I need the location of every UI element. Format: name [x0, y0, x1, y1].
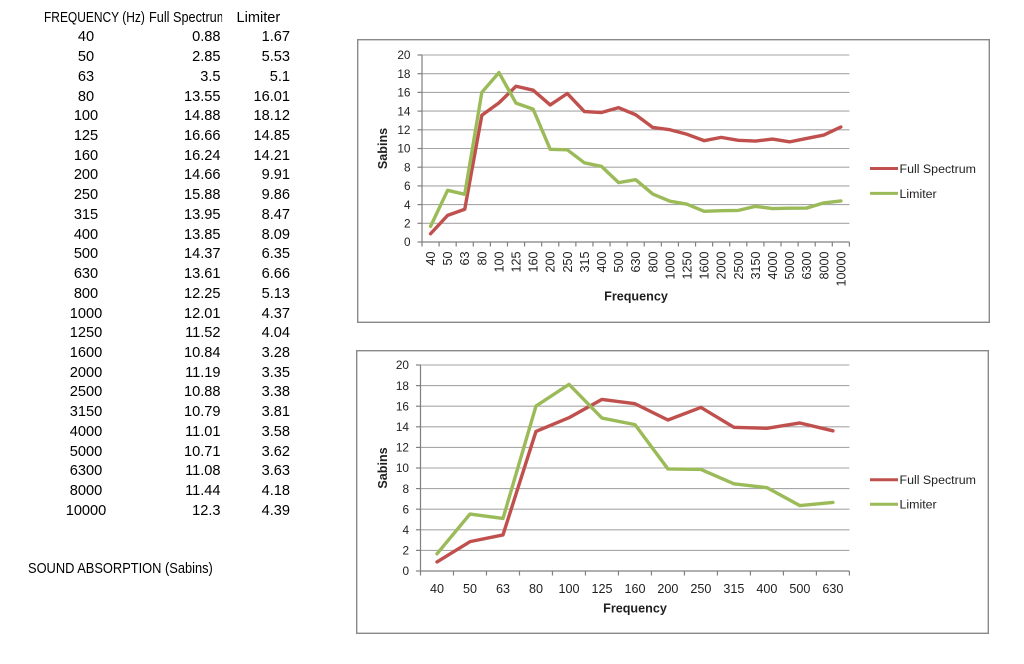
svg-text:1000: 1000 [663, 252, 677, 280]
svg-text:1250: 1250 [680, 252, 694, 280]
svg-text:Limiter: Limiter [900, 187, 937, 201]
svg-text:8000: 8000 [817, 252, 831, 280]
svg-text:125: 125 [510, 252, 524, 273]
svg-text:40: 40 [430, 582, 444, 596]
svg-text:250: 250 [561, 252, 575, 273]
svg-text:Limiter: Limiter [900, 498, 937, 512]
svg-text:800: 800 [646, 252, 660, 273]
svg-text:250: 250 [690, 582, 711, 596]
svg-text:400: 400 [595, 252, 609, 273]
svg-text:50: 50 [441, 252, 455, 266]
svg-text:6: 6 [402, 502, 409, 516]
svg-text:16: 16 [396, 399, 410, 413]
svg-text:0: 0 [404, 235, 411, 249]
svg-text:6: 6 [404, 179, 411, 193]
svg-text:5000: 5000 [783, 252, 797, 280]
svg-text:50: 50 [463, 582, 477, 596]
svg-text:Frequency: Frequency [604, 290, 668, 304]
svg-text:8: 8 [404, 160, 411, 174]
svg-text:125: 125 [591, 582, 612, 596]
svg-text:0: 0 [402, 564, 409, 578]
svg-text:200: 200 [657, 582, 678, 596]
svg-text:20: 20 [397, 48, 411, 62]
svg-text:400: 400 [756, 582, 777, 596]
svg-text:2500: 2500 [732, 252, 746, 280]
svg-text:20: 20 [396, 358, 410, 372]
svg-text:Sabins: Sabins [376, 128, 390, 169]
svg-text:14: 14 [397, 104, 411, 118]
svg-text:10: 10 [396, 461, 410, 475]
svg-text:315: 315 [578, 252, 592, 273]
svg-text:3150: 3150 [749, 252, 763, 280]
svg-text:18: 18 [396, 379, 410, 393]
svg-text:80: 80 [475, 252, 489, 266]
svg-text:500: 500 [789, 582, 810, 596]
svg-text:2: 2 [404, 217, 411, 231]
svg-text:16: 16 [397, 86, 411, 100]
svg-text:8: 8 [402, 482, 409, 496]
svg-text:14: 14 [396, 420, 410, 434]
svg-text:160: 160 [527, 252, 541, 273]
svg-text:4000: 4000 [766, 252, 780, 280]
svg-text:2000: 2000 [715, 252, 729, 280]
svg-text:200: 200 [544, 252, 558, 273]
svg-text:2: 2 [402, 544, 409, 558]
svg-text:4: 4 [402, 523, 409, 537]
svg-text:Frequency: Frequency [603, 602, 667, 616]
svg-text:40: 40 [424, 252, 438, 266]
svg-text:18: 18 [397, 67, 411, 81]
svg-text:10000: 10000 [834, 252, 848, 287]
svg-text:Sabins: Sabins [376, 447, 390, 488]
svg-text:160: 160 [624, 582, 645, 596]
svg-text:12: 12 [397, 123, 410, 137]
svg-text:630: 630 [822, 582, 843, 596]
svg-text:4: 4 [404, 198, 411, 212]
svg-text:100: 100 [492, 252, 506, 273]
svg-text:1600: 1600 [698, 252, 712, 280]
svg-text:63: 63 [458, 252, 472, 266]
svg-text:630: 630 [629, 252, 643, 273]
svg-text:12: 12 [396, 441, 409, 455]
svg-text:80: 80 [529, 582, 543, 596]
svg-text:10: 10 [397, 142, 411, 156]
svg-text:Full Spectrum: Full Spectrum [900, 162, 976, 176]
svg-text:100: 100 [558, 582, 579, 596]
svg-text:63: 63 [496, 582, 510, 596]
svg-text:Full Spectrum: Full Spectrum [900, 473, 976, 487]
svg-text:6300: 6300 [800, 252, 814, 280]
svg-text:500: 500 [612, 252, 626, 273]
svg-text:315: 315 [723, 582, 744, 596]
